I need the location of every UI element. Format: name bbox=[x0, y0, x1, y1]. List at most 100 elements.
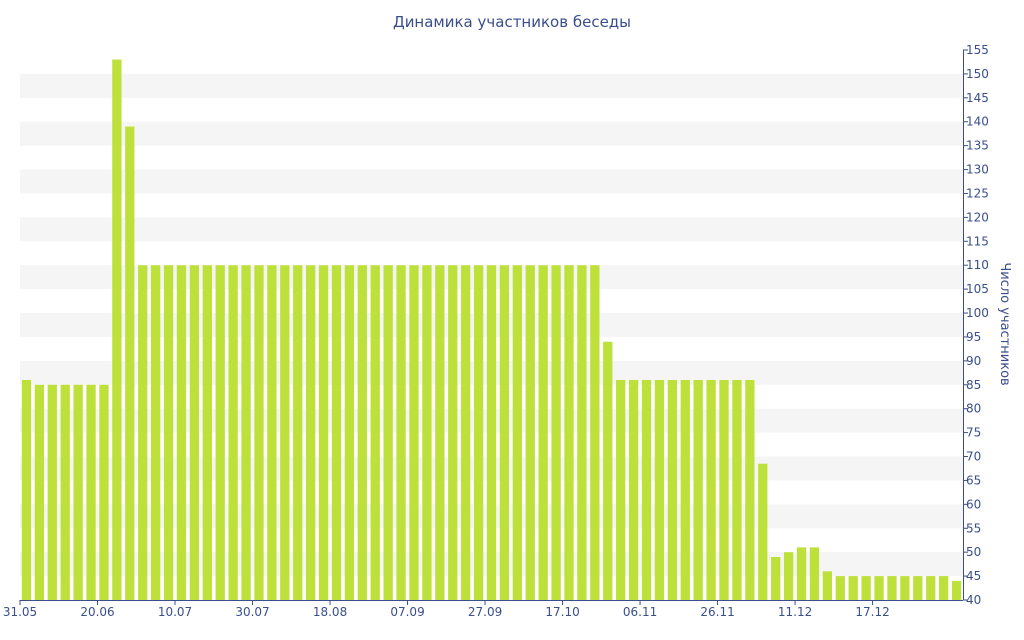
y-axis: 40 45 50 55 60 65 70 75 80 85 90 95 100 105 110 115 120 1… bbox=[963, 43, 989, 607]
bar[interactable] bbox=[732, 380, 742, 600]
bar[interactable] bbox=[758, 463, 768, 600]
y-tick-label: 140 bbox=[966, 115, 989, 129]
bar[interactable] bbox=[499, 265, 510, 600]
bar[interactable] bbox=[667, 380, 677, 600]
bar[interactable] bbox=[938, 576, 949, 600]
bar[interactable] bbox=[99, 384, 109, 600]
bar[interactable] bbox=[306, 265, 316, 600]
bar[interactable] bbox=[202, 265, 212, 600]
bar[interactable] bbox=[809, 547, 820, 600]
bar[interactable] bbox=[383, 265, 393, 600]
y-tick-label: 85 bbox=[966, 378, 981, 392]
bar[interactable] bbox=[448, 265, 458, 600]
bar[interactable] bbox=[112, 59, 122, 600]
x-tick-label: 31.05 bbox=[3, 605, 37, 619]
bar[interactable] bbox=[590, 265, 600, 600]
y-tick-label: 115 bbox=[966, 234, 989, 248]
bar[interactable] bbox=[628, 380, 639, 600]
y-tick-label: 145 bbox=[966, 91, 989, 105]
bar[interactable] bbox=[538, 265, 548, 600]
chart-title: Динамика участников беседы bbox=[392, 13, 632, 31]
y-tick-label: 75 bbox=[966, 426, 981, 440]
bar[interactable] bbox=[163, 265, 174, 600]
bar[interactable] bbox=[822, 571, 833, 600]
bar[interactable] bbox=[796, 547, 807, 600]
y-tick-label: 150 bbox=[966, 67, 989, 81]
bar[interactable] bbox=[577, 265, 587, 600]
bar[interactable] bbox=[138, 265, 148, 600]
bar[interactable] bbox=[461, 265, 471, 600]
x-tick-label: 17.12 bbox=[855, 605, 889, 619]
bar[interactable] bbox=[47, 384, 57, 600]
bar[interactable] bbox=[913, 576, 923, 600]
x-tick-label: 07.09 bbox=[390, 605, 424, 619]
bar[interactable] bbox=[21, 380, 32, 600]
bar[interactable] bbox=[318, 265, 329, 600]
bar[interactable] bbox=[525, 265, 535, 600]
bar[interactable] bbox=[848, 576, 858, 600]
bar[interactable] bbox=[409, 265, 419, 600]
y-tick-label: 80 bbox=[966, 402, 981, 416]
y-tick-label: 95 bbox=[966, 330, 981, 344]
y-tick-label: 40 bbox=[966, 593, 981, 607]
bar[interactable] bbox=[654, 380, 665, 600]
y-axis-label: Число участников bbox=[997, 262, 1012, 385]
bar[interactable] bbox=[34, 384, 45, 600]
bar[interactable] bbox=[603, 341, 613, 600]
bar[interactable] bbox=[693, 380, 703, 600]
bar[interactable] bbox=[267, 265, 277, 600]
y-tick-label: 65 bbox=[966, 473, 981, 487]
bar[interactable] bbox=[280, 265, 290, 600]
bar[interactable] bbox=[435, 265, 445, 600]
y-tick-label: 125 bbox=[966, 186, 989, 200]
bar[interactable] bbox=[783, 552, 794, 600]
bar[interactable] bbox=[551, 265, 561, 600]
bar[interactable] bbox=[719, 380, 729, 600]
bar[interactable] bbox=[771, 556, 781, 600]
x-tick-label: 20.06 bbox=[80, 605, 114, 619]
bar[interactable] bbox=[616, 380, 626, 600]
bar[interactable] bbox=[512, 265, 522, 600]
bar[interactable] bbox=[344, 265, 355, 600]
bar[interactable] bbox=[357, 265, 367, 600]
bar[interactable] bbox=[486, 265, 497, 600]
bar[interactable] bbox=[125, 126, 135, 601]
bar[interactable] bbox=[396, 265, 406, 600]
bar[interactable] bbox=[926, 576, 936, 600]
bar[interactable] bbox=[835, 576, 845, 600]
bar[interactable] bbox=[861, 576, 871, 600]
bar[interactable] bbox=[680, 380, 690, 600]
bar[interactable] bbox=[189, 265, 200, 600]
y-tick-label: 105 bbox=[966, 282, 989, 296]
x-tick-label: 26.11 bbox=[700, 605, 734, 619]
bar[interactable] bbox=[293, 265, 303, 600]
bar[interactable] bbox=[951, 580, 962, 600]
bar[interactable] bbox=[422, 265, 432, 600]
bar[interactable] bbox=[73, 384, 83, 600]
bar[interactable] bbox=[706, 380, 716, 600]
y-tick-label: 155 bbox=[966, 43, 989, 57]
bar[interactable] bbox=[370, 265, 380, 600]
bar[interactable] bbox=[745, 380, 755, 600]
bar[interactable] bbox=[215, 265, 225, 600]
bar[interactable] bbox=[150, 265, 161, 600]
x-tick-label: 11.12 bbox=[778, 605, 812, 619]
bar[interactable] bbox=[176, 265, 187, 600]
bar[interactable] bbox=[60, 384, 70, 600]
bar[interactable] bbox=[241, 265, 251, 600]
y-tick-label: 50 bbox=[966, 545, 981, 559]
bar[interactable] bbox=[86, 384, 96, 600]
bar[interactable] bbox=[874, 576, 884, 600]
bar[interactable] bbox=[641, 380, 652, 600]
bar[interactable] bbox=[228, 265, 238, 600]
bar[interactable] bbox=[254, 265, 264, 600]
y-tick-label: 55 bbox=[966, 521, 981, 535]
bar[interactable] bbox=[473, 265, 484, 600]
bar[interactable] bbox=[900, 576, 910, 600]
bar[interactable] bbox=[331, 265, 342, 600]
x-tick-label: 06.11 bbox=[623, 605, 657, 619]
bar[interactable] bbox=[564, 265, 574, 600]
grid-band bbox=[20, 73, 963, 98]
bar[interactable] bbox=[887, 576, 897, 600]
